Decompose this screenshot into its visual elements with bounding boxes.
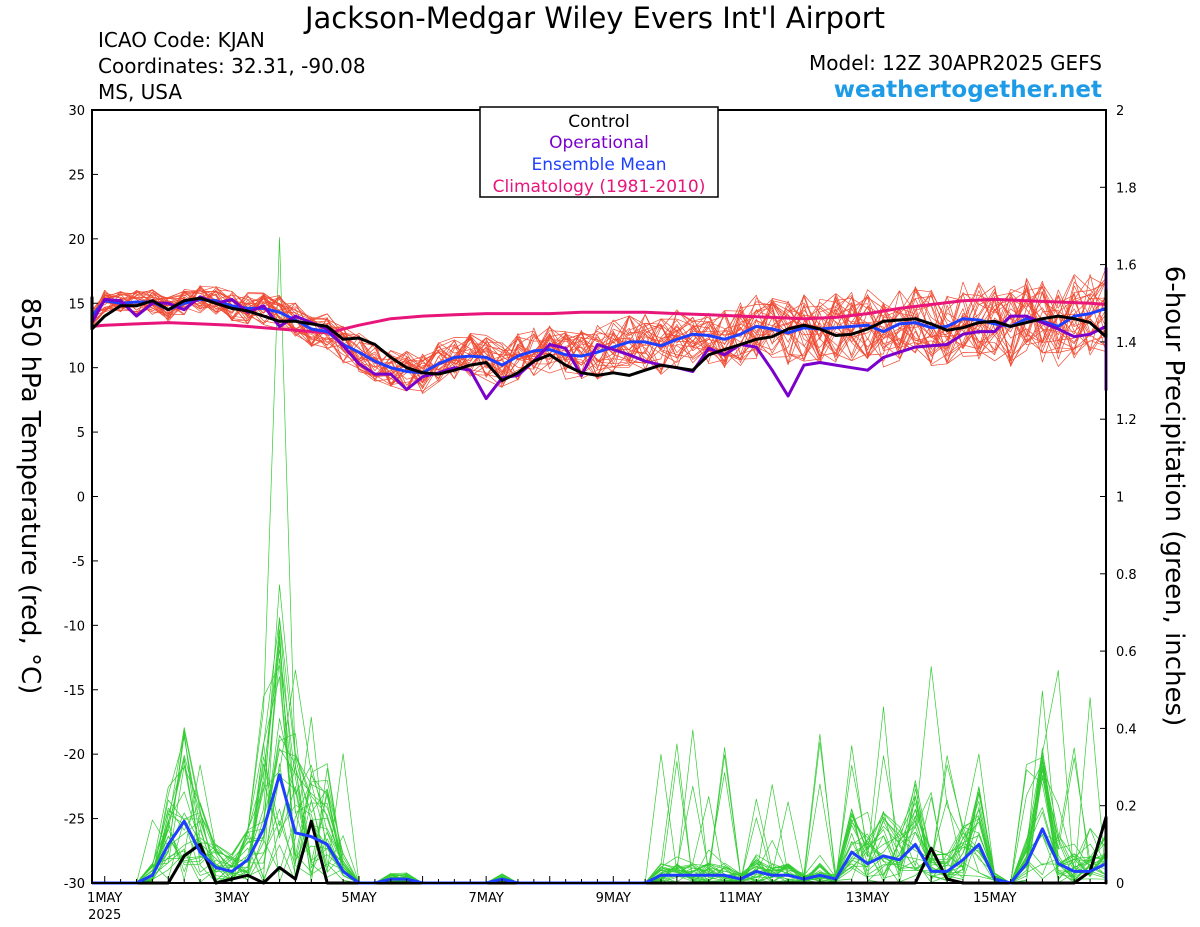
y2-tick-label: 1.8 [1116,181,1137,196]
y2-tick-label: 0.8 [1116,568,1137,583]
precip-member-line [92,584,1107,884]
y-tick-label: -20 [64,748,85,763]
precip-member-line [92,670,1107,884]
icao-code-label: ICAO Code: KJAN [98,28,265,52]
y2-tick-label: 0.6 [1116,645,1137,660]
y2-axis-label: 6-hour Precipitation (green, inches) [1159,266,1189,726]
x-tick-label: 11MAY [719,891,763,906]
legend-item-operational: Operational [549,133,649,153]
temp-climatology-line [91,297,1107,335]
precip-member-line [92,649,1107,884]
temp-member-line [91,252,1107,390]
precip-member-line [92,640,1107,884]
y-tick-label: -15 [64,684,85,699]
y-tick-label: 15 [68,297,85,312]
legend-box [479,106,719,198]
precip-member-line [92,762,1107,884]
precip-members-group [92,237,1107,884]
y2-tick-label: 0.4 [1116,722,1137,737]
legend-item-climatology: Climatology (1981-2010) [493,177,706,197]
coordinates-label: Coordinates: 32.31, -90.08 [98,54,366,78]
model-label: Model: 12Z 30APR2025 GEFS [809,51,1102,75]
temp-member-line [91,252,1107,377]
y-tick-label: -10 [64,619,85,634]
x-tick-label: 5MAY [341,891,376,906]
y2-tick-label: 1 [1116,491,1124,506]
page-title: Jackson-Medgar Wiley Evers Int'l Airport [304,1,886,35]
plot-frame [91,109,1107,884]
y2-tick-label: 0 [1116,877,1124,892]
y-tick-label: -5 [72,555,85,570]
axes-layer: 302520151050-5-10-15-20-25-3021.81.61.41… [64,104,1137,923]
y-tick-label: 20 [68,233,85,248]
y2-tick-label: 0.2 [1116,800,1137,815]
x-year-label: 2025 [88,908,121,923]
y2-tick-label: 1.6 [1116,259,1137,274]
y2-tick-label: 1.4 [1116,336,1137,351]
site-link[interactable]: weathertogether.net [833,77,1102,103]
legend: Control Operational Ensemble Mean Climat… [479,106,719,198]
y2-tick-label: 1.2 [1116,413,1137,428]
x-tick-label: 13MAY [846,891,890,906]
y-axis-label: 850 hPa Temperature (red, °C) [15,298,45,695]
temp-member-line [91,261,1107,381]
legend-item-control: Control [568,112,629,132]
y-tick-label: -25 [64,813,85,828]
precip-member-line [92,748,1107,884]
y-tick-label: 0 [77,491,85,506]
y-tick-label: -30 [64,877,85,892]
x-tick-label: 3MAY [214,891,249,906]
x-tick-label: 15MAY [973,891,1017,906]
y-tick-label: 25 [68,168,85,183]
y-tick-label: 30 [68,104,85,119]
precip-member-line [92,747,1107,884]
legend-item-ensemble-mean: Ensemble Mean [531,155,666,175]
y-tick-label: 5 [77,426,85,441]
x-tick-label: 7MAY [469,891,504,906]
y2-tick-label: 2 [1116,104,1124,119]
precip-member-line [92,754,1107,884]
precip-member-line [92,237,1107,884]
x-tick-label: 1MAY [87,891,122,906]
precip-member-line [92,515,1107,884]
location-label: MS, USA [98,80,183,104]
x-tick-label: 9MAY [596,891,631,906]
y-tick-label: 10 [68,362,85,377]
precip-ensemble-mean-line [92,773,1108,885]
precip-member-line [92,735,1107,884]
temp-member-line [91,239,1107,392]
